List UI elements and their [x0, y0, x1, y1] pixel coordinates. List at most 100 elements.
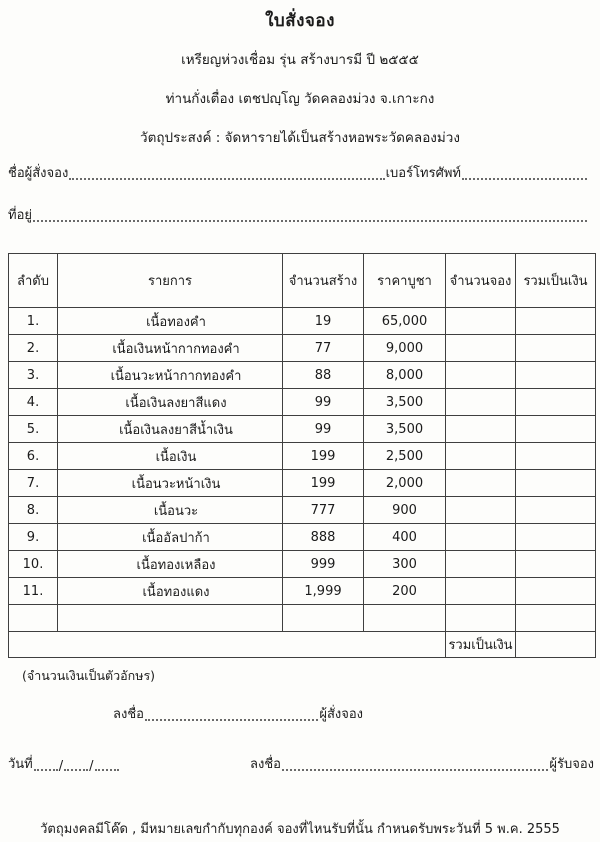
purpose-line: วัตถุประสงค์ : จัดหารายได้เป็นสร้างหอพระ…: [140, 130, 460, 146]
table-row: 7. เนื้อนวะหน้าเงิน 199 2,000: [8, 469, 596, 497]
address-label: ที่อยู่: [8, 208, 32, 223]
cell-quantity-made: 199: [282, 442, 364, 470]
monk-temple-line: ท่านกั่งเตื่อง เตชปญฺโญ วัดคลองม่วง จ.เก…: [165, 91, 435, 107]
cell-item: เนื้อนวะ: [57, 496, 283, 524]
date-month-blank: [64, 769, 89, 771]
date-row: วันที่ / /: [8, 753, 140, 774]
header-item: รายการ: [57, 253, 283, 308]
cell-quantity-made: 999: [282, 550, 364, 578]
cell-quantity-reserved: [445, 577, 516, 605]
cell-quantity-made: 199: [282, 469, 364, 497]
cell-quantity-reserved: [445, 334, 516, 362]
date-slash: /: [58, 759, 64, 774]
cell-order-no: 11.: [8, 577, 58, 605]
header-price: ราคาบูชา: [363, 253, 446, 308]
cell-row-total: [515, 550, 596, 578]
cell-quantity-reserved: [445, 442, 516, 470]
cell-item: เนื้อทองเหลือง: [57, 550, 283, 578]
cell-row-total: [515, 496, 596, 524]
table-row: 3. เนื้อนวะหน้ากากทองคำ 88 8,000: [8, 361, 596, 389]
cell-item: เนื้อเงินลงยาสีแดง: [57, 388, 283, 416]
cell-order-no: 7.: [8, 469, 58, 497]
cell-order-no: 2.: [8, 334, 58, 362]
cell-price: 900: [363, 496, 446, 524]
cell-price: 9,000: [363, 334, 446, 362]
cell-item: เนื้อเงินลงยาสีน้ำเงิน: [57, 415, 283, 443]
orderer-signature-blank: [144, 719, 319, 721]
table-row: 11. เนื้อทองแดง 1,999 200: [8, 577, 596, 605]
receiver-signature-blank: [281, 769, 549, 771]
sign-label: ลงชื่อ: [113, 707, 144, 722]
cell-order-no: 8.: [8, 496, 58, 524]
sign-label: ลงชื่อ: [250, 757, 281, 772]
cell-price: [363, 604, 446, 632]
cell-quantity-made: 99: [282, 388, 364, 416]
cell-quantity-made: [282, 604, 364, 632]
receiver-role-label: ผู้รับจอง: [549, 757, 594, 772]
cell-item: เนื้อทองแดง: [57, 577, 283, 605]
cell-item: เนื้อนวะหน้ากากทองคำ: [57, 361, 283, 389]
cell-quantity-made: 19: [282, 307, 364, 335]
cell-quantity-made: 888: [282, 523, 364, 551]
header-row-total: รวมเป็นเงิน: [515, 253, 596, 308]
date-year-blank: [94, 769, 119, 771]
cell-item: เนื้ออัลปาก้า: [57, 523, 283, 551]
cell-item: เนื้อเงิน: [57, 442, 283, 470]
cell-order-no: 1.: [8, 307, 58, 335]
receiver-signature-row: ลงชื่อ ผู้รับจอง: [250, 753, 594, 774]
cell-quantity-reserved: [445, 523, 516, 551]
table-row: 5. เนื้อเงินลงยาสีน้ำเงิน 99 3,500: [8, 415, 596, 443]
orderer-name-row: ชื่อผู้สั่งจอง เบอร์โทรศัพท์: [8, 163, 588, 183]
cell-item: เนื้อทองคำ: [57, 307, 283, 335]
cell-price: 3,500: [363, 388, 446, 416]
cell-quantity-made: 1,999: [282, 577, 364, 605]
cell-price: 400: [363, 523, 446, 551]
table-header-row: ลำดับ รายการ จำนวนสร้าง ราคาบูชา จำนวนจอ…: [8, 253, 596, 308]
orderer-name-blank: [69, 178, 385, 180]
cell-quantity-made: 777: [282, 496, 364, 524]
cell-order-no: 6.: [8, 442, 58, 470]
cell-quantity-reserved: [445, 361, 516, 389]
cell-row-total: [515, 442, 596, 470]
cell-row-total: [515, 307, 596, 335]
cell-order-no: 10.: [8, 550, 58, 578]
header-quantity-made: จำนวนสร้าง: [282, 253, 364, 308]
cell-quantity-reserved: [445, 550, 516, 578]
address-row: ที่อยู่: [8, 205, 588, 225]
cell-quantity-reserved: [445, 496, 516, 524]
header-quantity-reserved: จำนวนจอง: [445, 253, 516, 308]
cell-item: เนื้อเงินหน้ากากทองคำ: [57, 334, 283, 362]
date-label: วันที่: [8, 757, 33, 772]
table-row: 1. เนื้อทองคำ 19 65,000: [8, 307, 596, 335]
cell-quantity-made: 77: [282, 334, 364, 362]
address-blank: [33, 220, 587, 222]
cell-quantity-reserved: [445, 307, 516, 335]
phone-label: เบอร์โทรศัพท์: [385, 166, 461, 181]
cell-row-total: [515, 415, 596, 443]
footer-note: วัตถุมงคลมีโค๊ด , มีหมายเลขกำกับทุกองค์ …: [40, 822, 560, 837]
table-total-row: รวมเป็นเงิน: [8, 631, 596, 658]
cell-row-total: [515, 469, 596, 497]
page-title: ใบสั่งจอง: [265, 11, 335, 31]
table-row: 6. เนื้อเงิน 199 2,500: [8, 442, 596, 470]
table-row: 4. เนื้อเงินลงยาสีแดง 99 3,500: [8, 388, 596, 416]
coin-series-line: เหรียญห่วงเชื่อม รุ่น สร้างบารมี ปี ๒๕๕๕: [181, 52, 419, 68]
cell-row-total: [515, 523, 596, 551]
cell-quantity-reserved: [445, 388, 516, 416]
cell-item: เนื้อนวะหน้าเงิน: [57, 469, 283, 497]
orderer-name-label: ชื่อผู้สั่งจอง: [8, 166, 69, 181]
amount-in-words-note: (จำนวนเงินเป็นตัวอักษร): [22, 668, 156, 683]
cell-item: [57, 604, 283, 632]
cell-order-no: 4.: [8, 388, 58, 416]
cell-row-total: [515, 361, 596, 389]
cell-quantity-reserved: [445, 604, 516, 632]
cell-row-total: [515, 334, 596, 362]
cell-price: 8,000: [363, 361, 446, 389]
order-items-table: ลำดับ รายการ จำนวนสร้าง ราคาบูชา จำนวนจอ…: [8, 253, 596, 658]
table-row: 9. เนื้ออัลปาก้า 888 400: [8, 523, 596, 551]
cell-price: 65,000: [363, 307, 446, 335]
cell-quantity-reserved: [445, 469, 516, 497]
cell-quantity-reserved: [445, 415, 516, 443]
orderer-role-label: ผู้สั่งจอง: [319, 707, 363, 722]
cell-quantity-made: 99: [282, 415, 364, 443]
